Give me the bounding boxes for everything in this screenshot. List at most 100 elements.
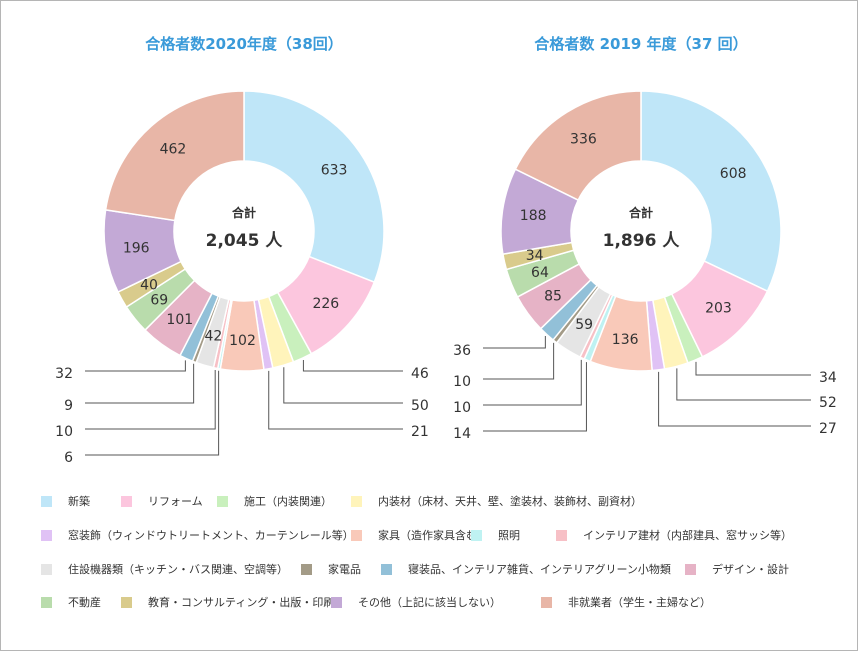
legend-label: 施工（内装関連） bbox=[244, 495, 332, 508]
data-label: 462 bbox=[160, 141, 187, 157]
legend-item: 寝装品、インテリア雑貨、インテリアグリーン小物類 bbox=[381, 561, 671, 577]
leader-line bbox=[268, 370, 403, 430]
legend-label: 家具（造作家具含む） bbox=[378, 529, 488, 542]
legend-swatch bbox=[41, 596, 52, 608]
legend-item: 教育・コンサルティング・出版・印刷 bbox=[121, 594, 334, 610]
data-label: 34 bbox=[819, 370, 837, 386]
legend-label: リフォーム bbox=[148, 495, 203, 508]
legend-swatch bbox=[41, 529, 52, 541]
leader-line bbox=[695, 361, 811, 376]
data-label: 40 bbox=[140, 277, 158, 293]
legend-swatch bbox=[351, 495, 362, 507]
legend-label: その他（上記に該当しない） bbox=[358, 596, 501, 609]
legend-swatch bbox=[556, 529, 567, 541]
legend-item: 照明 bbox=[471, 527, 520, 543]
legend-item: その他（上記に該当しない） bbox=[331, 594, 501, 610]
leader-line bbox=[483, 335, 546, 349]
legend-label: 不動産 bbox=[68, 596, 101, 609]
center-label: 合計 bbox=[629, 205, 653, 220]
data-label: 85 bbox=[544, 288, 562, 304]
legend-item: 窓装飾（ウィンドウトリートメント、カーテンレール等） bbox=[41, 527, 354, 543]
data-label: 336 bbox=[570, 131, 597, 147]
legend-item: 非就業者（学生・主婦など） bbox=[541, 594, 711, 610]
data-label: 36 bbox=[453, 343, 471, 359]
legend-swatch bbox=[331, 596, 342, 608]
legend-item: 住設機器類（キッチン・バス関連、空調等） bbox=[41, 561, 288, 577]
chart-title: 合格者数 2019 年度（37 回） bbox=[533, 35, 747, 53]
data-label: 10 bbox=[453, 400, 471, 416]
data-label: 21 bbox=[411, 424, 429, 440]
pie-slice bbox=[104, 90, 245, 222]
legend-swatch bbox=[41, 563, 52, 575]
data-label: 59 bbox=[575, 317, 593, 333]
legend-swatch bbox=[471, 529, 482, 541]
legend-label: 寝装品、インテリア雑貨、インテリアグリーン小物類 bbox=[408, 563, 671, 576]
legend-swatch bbox=[121, 596, 132, 608]
legend-label: 窓装飾（ウィンドウトリートメント、カーテンレール等） bbox=[68, 529, 354, 542]
leader-line bbox=[302, 359, 403, 372]
legend-item: インテリア建材（内部建具、窓サッシ等） bbox=[556, 527, 792, 543]
data-label: 10 bbox=[55, 424, 73, 440]
data-label: 188 bbox=[520, 208, 547, 224]
legend-swatch bbox=[121, 495, 132, 507]
legend-label: 内装材（床材、天井、壁、塗装材、装飾材、副資材） bbox=[378, 495, 642, 508]
data-label: 42 bbox=[205, 329, 223, 345]
center-total: 1,896 人 bbox=[603, 231, 681, 251]
legend-label: 教育・コンサルティング・出版・印刷 bbox=[148, 596, 335, 609]
legend-swatch bbox=[301, 563, 312, 575]
leader-line bbox=[85, 360, 186, 372]
leader-line bbox=[85, 363, 195, 404]
data-label: 32 bbox=[55, 366, 73, 382]
center-total: 2,045 人 bbox=[206, 231, 284, 251]
data-label: 203 bbox=[705, 301, 732, 317]
data-label: 136 bbox=[612, 332, 639, 348]
legend-swatch bbox=[381, 563, 392, 575]
data-label: 633 bbox=[321, 163, 348, 179]
pie-slice bbox=[243, 90, 385, 284]
leader-line bbox=[85, 370, 216, 430]
legend-swatch bbox=[351, 529, 362, 541]
leader-line bbox=[483, 342, 555, 380]
leader-line bbox=[85, 370, 220, 456]
legend-item: 内装材（床材、天井、壁、塗装材、装飾材、副資材） bbox=[351, 493, 642, 509]
data-label: 50 bbox=[411, 398, 429, 414]
legend-item: リフォーム bbox=[121, 493, 203, 509]
data-label: 9 bbox=[64, 398, 73, 414]
data-label: 196 bbox=[123, 240, 150, 256]
leader-line bbox=[283, 367, 403, 404]
data-label: 64 bbox=[531, 265, 549, 281]
legend-label: 新築 bbox=[68, 495, 90, 508]
legend-label: 住設機器類（キッチン・バス関連、空調等） bbox=[68, 563, 288, 576]
legend-item: 家電品 bbox=[301, 561, 361, 577]
legend-swatch bbox=[217, 495, 228, 507]
legend-item: 新築 bbox=[41, 493, 90, 509]
data-label: 102 bbox=[229, 333, 256, 349]
legend-label: 家電品 bbox=[328, 563, 361, 576]
legend-label: デザイン・設計 bbox=[712, 563, 789, 576]
legend-swatch bbox=[41, 495, 52, 507]
data-label: 101 bbox=[166, 312, 193, 328]
legend-label: 非就業者（学生・主婦など） bbox=[568, 596, 711, 609]
data-label: 6 bbox=[64, 450, 73, 466]
pie-slice bbox=[514, 90, 642, 202]
pie-slice bbox=[640, 90, 782, 293]
chart-title: 合格者数2020年度（38回） bbox=[144, 35, 343, 53]
data-label: 27 bbox=[819, 421, 837, 437]
legend-swatch bbox=[685, 563, 696, 575]
leader-line bbox=[676, 368, 811, 401]
data-label: 69 bbox=[150, 293, 168, 309]
legend-label: インテリア建材（内部建具、窓サッシ等） bbox=[583, 529, 792, 542]
legend-item: 家具（造作家具含む） bbox=[351, 527, 488, 543]
legend-item: 施工（内装関連） bbox=[217, 493, 332, 509]
data-label: 608 bbox=[720, 166, 747, 182]
data-label: 14 bbox=[453, 426, 471, 442]
leader-line bbox=[483, 359, 582, 406]
donut-chart-2019: 合格者数 2019 年度（37 回） 608 203 136 59 85 64 34 188 33… bbox=[453, 35, 837, 442]
leader-line bbox=[483, 362, 587, 432]
center-label: 合計 bbox=[232, 205, 256, 220]
legend-item: 不動産 bbox=[41, 594, 101, 610]
leader-line bbox=[658, 371, 811, 427]
legend-swatch bbox=[541, 596, 552, 608]
data-label: 10 bbox=[453, 374, 471, 390]
